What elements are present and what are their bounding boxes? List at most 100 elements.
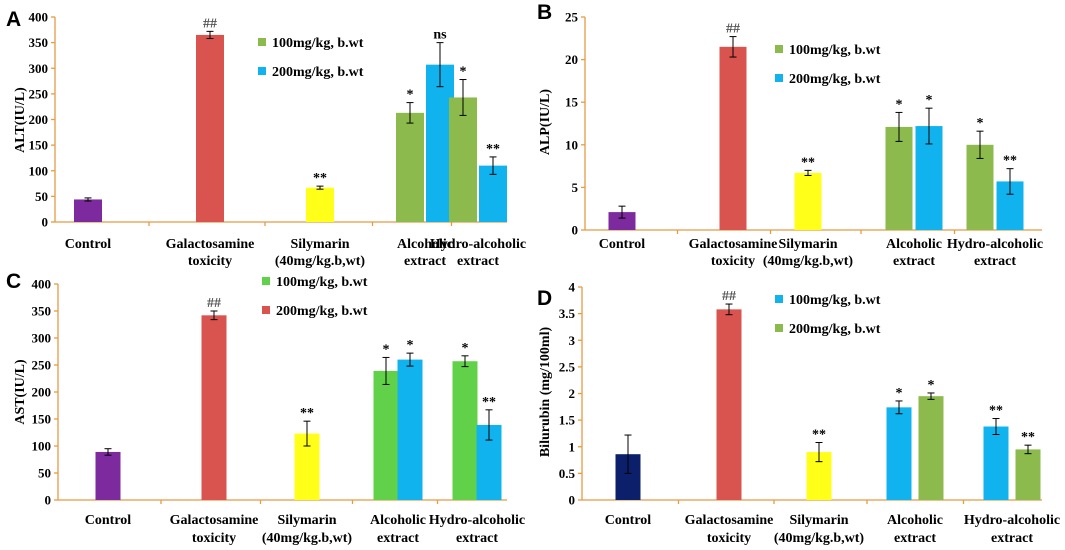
y-tick-label: 150: [32, 412, 52, 427]
significance-label: **: [801, 155, 815, 170]
legend-label: 100mg/kg, b.wt: [789, 293, 881, 308]
significance-label: **: [300, 406, 314, 421]
legend-swatch: [262, 277, 270, 285]
significance-label: **: [313, 171, 327, 186]
bar: [918, 396, 944, 500]
y-tick-label: 50: [35, 189, 48, 204]
significance-label: **: [1003, 154, 1017, 169]
y-tick-label: 400: [32, 277, 52, 292]
legend-label: 200mg/kg, b.wt: [276, 304, 368, 319]
legend-label: 100mg/kg, b.wt: [789, 43, 881, 58]
legend: 100mg/kg, b.wt 200mg/kg, b.wt: [258, 36, 364, 80]
bar: [794, 172, 822, 230]
error-bar: [485, 409, 493, 441]
bar: [608, 212, 636, 230]
y-tick-label: 200: [29, 112, 49, 127]
significance-label: ##: [722, 289, 736, 304]
category-label: Silymarin: [277, 513, 336, 528]
error-bar: [303, 420, 311, 447]
category-label: Galactosamine: [166, 237, 255, 252]
bar: [719, 46, 747, 230]
legend-label: 200mg/kg, b.wt: [789, 72, 881, 87]
category-label: extract: [377, 531, 419, 546]
error-bar: [804, 169, 812, 176]
error-bar: [618, 205, 626, 219]
y-tick-label: 250: [32, 358, 52, 373]
significance-label: *: [926, 93, 933, 108]
category-label: Alcoholic: [397, 237, 453, 252]
category-label: Hydro-alcoholic: [429, 513, 525, 528]
category-label: Silymarin: [778, 237, 837, 252]
category-label: extract: [991, 531, 1033, 546]
category-label: (40mg/kg.b,wt): [262, 531, 353, 546]
category-label: (40mg/kg.b,wt): [763, 254, 854, 269]
error-bar: [725, 303, 733, 316]
error-bar: [976, 130, 984, 159]
chart-panel-b: B 0 5 10 15 20 25 ALP(IU/L) Control Galactosamine…: [537, 1, 1043, 269]
category-label: extract: [456, 531, 498, 546]
significance-label: ns: [433, 28, 447, 43]
y-tick-label: 350: [32, 304, 52, 319]
error-bar: [895, 400, 903, 415]
category-label: extract: [457, 254, 499, 269]
error-bar: [406, 102, 414, 124]
category-label: Control: [599, 237, 646, 252]
legend-label: 100mg/kg, b.wt: [276, 275, 368, 290]
legend-swatch: [262, 306, 270, 314]
category-label: Galactosamine: [685, 513, 774, 528]
error-bar: [624, 434, 632, 474]
significance-label: *: [407, 338, 414, 353]
y-axis-label: ALP(IU/L): [538, 89, 553, 155]
significance-label: *: [407, 88, 414, 103]
bar: [95, 451, 121, 500]
category-label: Control: [85, 513, 132, 528]
y-tick-label: 100: [29, 163, 49, 178]
significance-label: ##: [203, 16, 217, 31]
bar: [201, 315, 227, 500]
error-bar: [729, 36, 737, 58]
y-axis-label: AST(IU/L): [13, 359, 28, 425]
y-tick-label: 350: [29, 35, 49, 50]
y-tick-label: 5: [572, 180, 579, 195]
panel-letter-c: C: [6, 270, 21, 293]
legend-swatch: [775, 295, 783, 303]
bar: [885, 126, 913, 230]
y-tick-label: 10: [565, 137, 578, 152]
error-bar: [382, 356, 390, 385]
category-label: Alcoholic: [886, 237, 942, 252]
panel-letter-d: D: [537, 287, 552, 310]
legend-swatch: [258, 38, 266, 46]
significance-label: **: [482, 395, 496, 410]
y-tick-label: 200: [32, 385, 52, 400]
error-bar: [206, 30, 214, 40]
y-axis-label: Bilurubin (mg/100ml): [538, 327, 553, 458]
error-bar: [1024, 444, 1032, 455]
category-label: Control: [605, 513, 652, 528]
y-tick-label: 2.5: [559, 359, 576, 374]
error-bar: [459, 79, 467, 116]
bar: [452, 361, 478, 500]
chart-panel-a: A 0 50 100 150 200 250 300 350 400 ALT(IU/L) Contro…: [6, 8, 526, 269]
legend-label: 200mg/kg, b.wt: [789, 322, 881, 337]
significance-label: *: [383, 342, 390, 357]
bar: [886, 407, 912, 500]
significance-label: **: [989, 404, 1003, 419]
bar: [397, 359, 423, 500]
bar: [196, 34, 224, 222]
category-label: extract: [404, 254, 446, 269]
y-tick-label: 2: [569, 386, 576, 401]
error-bar: [406, 352, 414, 367]
panel-letter-a: A: [6, 8, 21, 31]
y-tick-label: 0: [572, 223, 579, 238]
bar: [479, 165, 507, 222]
category-label: toxicity: [192, 531, 236, 546]
significance-label: ##: [207, 296, 221, 311]
y-tick-label: 150: [29, 138, 49, 153]
legend-swatch: [258, 67, 266, 75]
error-bar: [436, 42, 444, 88]
panel-letter-b: B: [537, 1, 552, 24]
category-label: toxicity: [711, 254, 755, 269]
category-label: Hydro-alcoholic: [964, 513, 1060, 528]
category-label: (40mg/kg.b,wt): [275, 254, 366, 269]
error-bar: [489, 156, 497, 175]
